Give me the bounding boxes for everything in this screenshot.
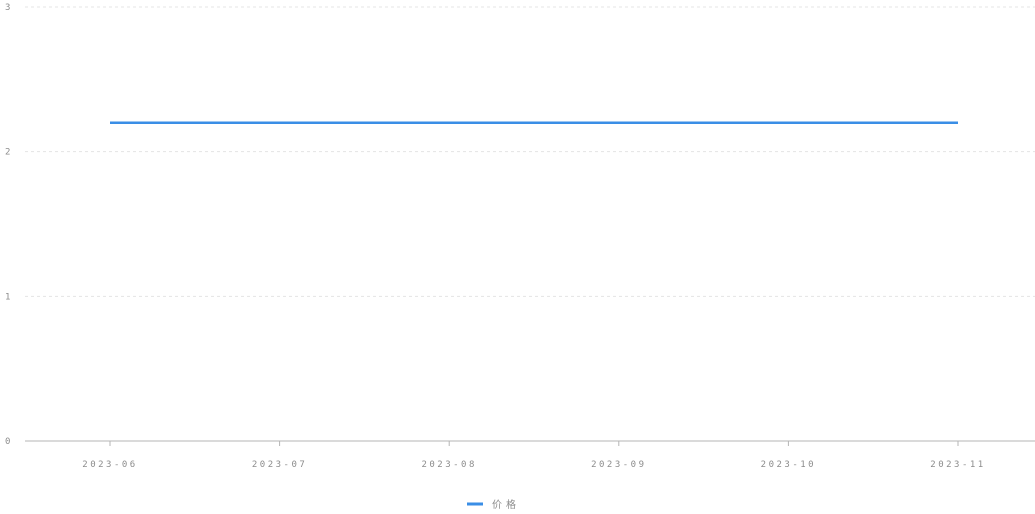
x-axis-labels: 2023-06 2023-07 2023-08 2023-09 2023-10 2023-…: [82, 460, 985, 470]
x-tick-label: 2023-07: [252, 460, 307, 470]
x-tick-label: 2023-06: [82, 460, 137, 470]
y-tick-label: 3: [5, 3, 13, 13]
legend-label[interactable]: 价格: [492, 498, 520, 511]
y-axis-labels: 0 1 2 3: [5, 3, 13, 447]
y-tick-label: 1: [5, 292, 13, 302]
x-tick-label: 2023-11: [930, 460, 985, 470]
y-tick-label: 2: [5, 148, 13, 158]
y-tick-label: 0: [5, 437, 13, 447]
x-tick-label: 2023-09: [591, 460, 646, 470]
grid-lines: [25, 6, 1035, 297]
x-axis: [25, 440, 1035, 446]
x-tick-label: 2023-10: [761, 460, 816, 470]
x-tick-label: 2023-08: [421, 460, 476, 470]
legend[interactable]: 价格: [467, 498, 520, 511]
